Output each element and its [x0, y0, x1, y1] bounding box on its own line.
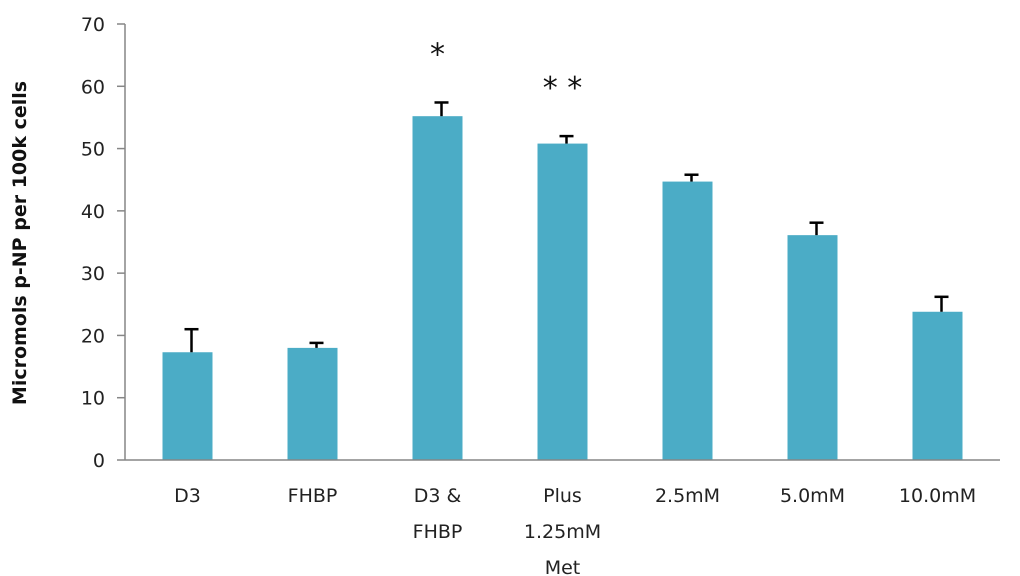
y-tick-label: 20 — [81, 325, 105, 347]
x-category-label: Plus — [543, 485, 582, 507]
bar — [162, 352, 213, 460]
x-category-label: 2.5mM — [655, 485, 720, 507]
x-category-label: 1.25mM — [524, 521, 601, 543]
bar — [787, 235, 838, 460]
significance-marker: * — [430, 37, 445, 72]
y-tick-label: 30 — [81, 263, 105, 285]
x-category-label: FHBP — [288, 485, 338, 507]
y-tick-label: 60 — [81, 76, 105, 98]
x-category-label: FHBP — [413, 521, 463, 543]
x-category-label: D3 & — [414, 485, 462, 507]
y-tick-label: 0 — [93, 450, 105, 472]
bar — [912, 311, 963, 460]
bar — [412, 116, 463, 460]
y-axis: 0 10 20 30 40 50 60 70 — [81, 14, 125, 472]
x-category-label: 10.0mM — [899, 485, 976, 507]
x-category-label: D3 — [174, 485, 201, 507]
x-category-label: Met — [545, 557, 581, 576]
error-bars — [184, 101, 949, 353]
y-axis-title: Micromols p-NP per 100k cells — [9, 81, 31, 405]
y-tick-label: 40 — [81, 201, 105, 223]
significance-marker: * * — [543, 71, 583, 106]
x-axis-labels: D3 FHBP D3 & FHBP Plus 1.25mM Met 2.5mM 5.0mM 10.… — [174, 485, 976, 576]
bar — [537, 143, 588, 461]
significance-markers: * * * — [430, 37, 582, 106]
bar — [287, 347, 338, 460]
bars — [162, 116, 963, 461]
bar — [662, 181, 713, 460]
y-tick-label: 10 — [81, 388, 105, 410]
y-tick-label: 70 — [81, 14, 105, 36]
x-category-label: 5.0mM — [780, 485, 845, 507]
y-tick-label: 50 — [81, 139, 105, 161]
